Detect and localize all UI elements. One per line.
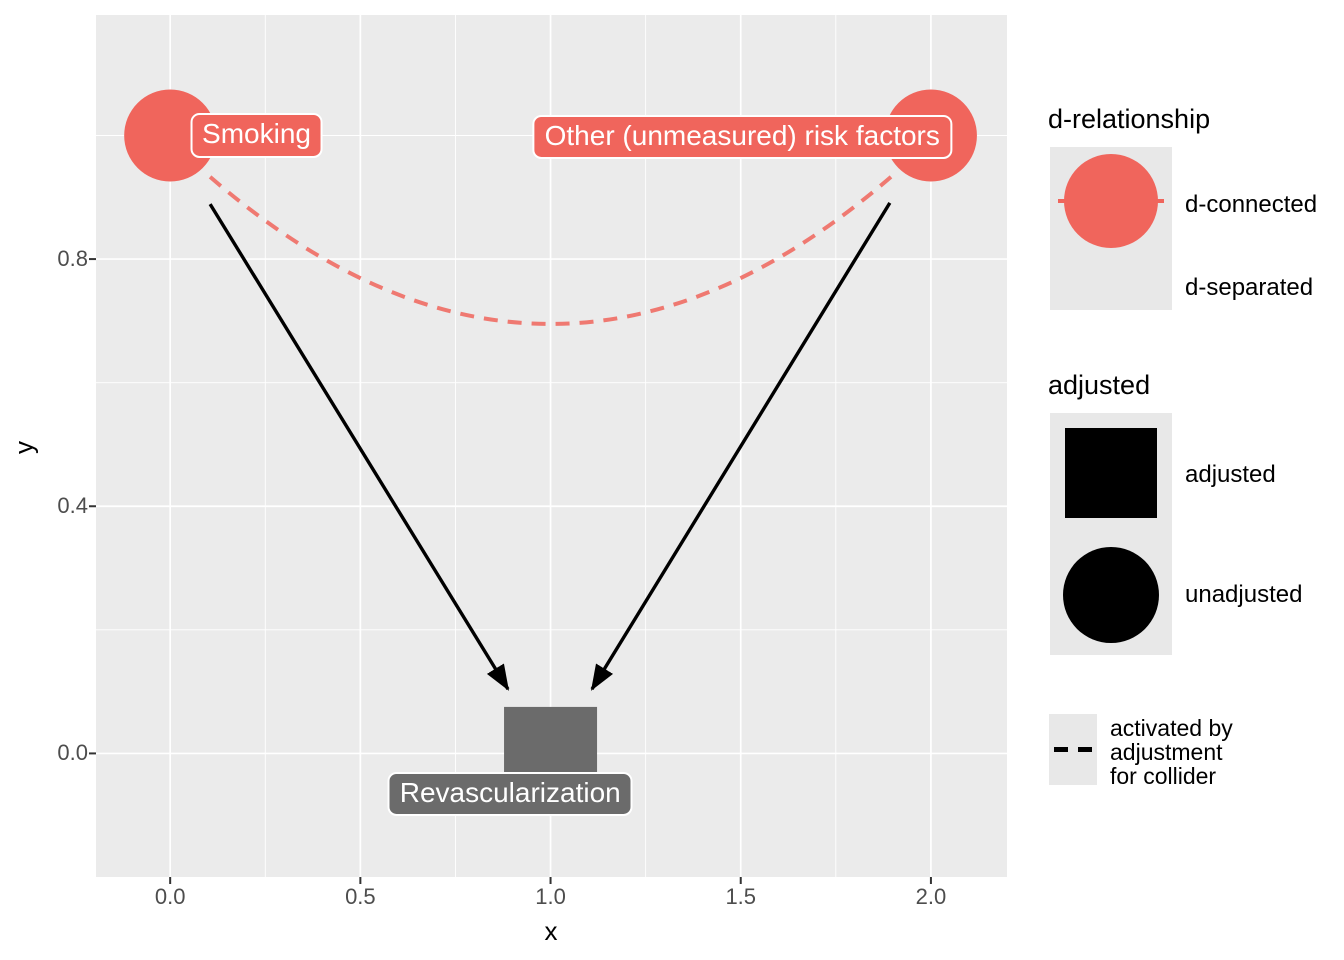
node-smoking bbox=[124, 89, 217, 182]
edge-other-risk-factors-revascularization-arrow bbox=[590, 201, 892, 691]
edge-smoking-revascularization-arrow bbox=[208, 203, 510, 691]
legend-label-collider-activated: activated by adjustment for collider bbox=[1110, 715, 1233, 789]
edge-smoking-other-risk-factors-dashed-arc bbox=[208, 175, 893, 326]
legend-d-relationship-keybox bbox=[1050, 147, 1172, 310]
legend-label-unadjusted: unadjusted bbox=[1185, 581, 1303, 608]
y-axis-title: y bbox=[8, 441, 39, 454]
dashed-line-glyph bbox=[1049, 747, 1097, 752]
legend-label-adjusted: adjusted bbox=[1185, 461, 1276, 488]
node-revascularization bbox=[504, 706, 598, 800]
legend-collider-keybox bbox=[1049, 714, 1097, 785]
adjusted-square-glyph bbox=[1065, 428, 1157, 518]
unadjusted-circle-glyph bbox=[1063, 547, 1159, 643]
d-connected-circle-glyph bbox=[1064, 154, 1158, 248]
node-other-risk-factors bbox=[884, 89, 977, 182]
legend-adjusted-title: adjusted bbox=[1048, 370, 1151, 400]
legend-adjusted-keybox bbox=[1050, 413, 1172, 655]
x-axis-title: x bbox=[544, 916, 558, 946]
legend-label-d-separated: d-separated bbox=[1185, 274, 1314, 301]
legend-d-relationship-title: d-relationship bbox=[1048, 104, 1211, 134]
legend-label-d-connected: d-connected bbox=[1185, 191, 1318, 218]
